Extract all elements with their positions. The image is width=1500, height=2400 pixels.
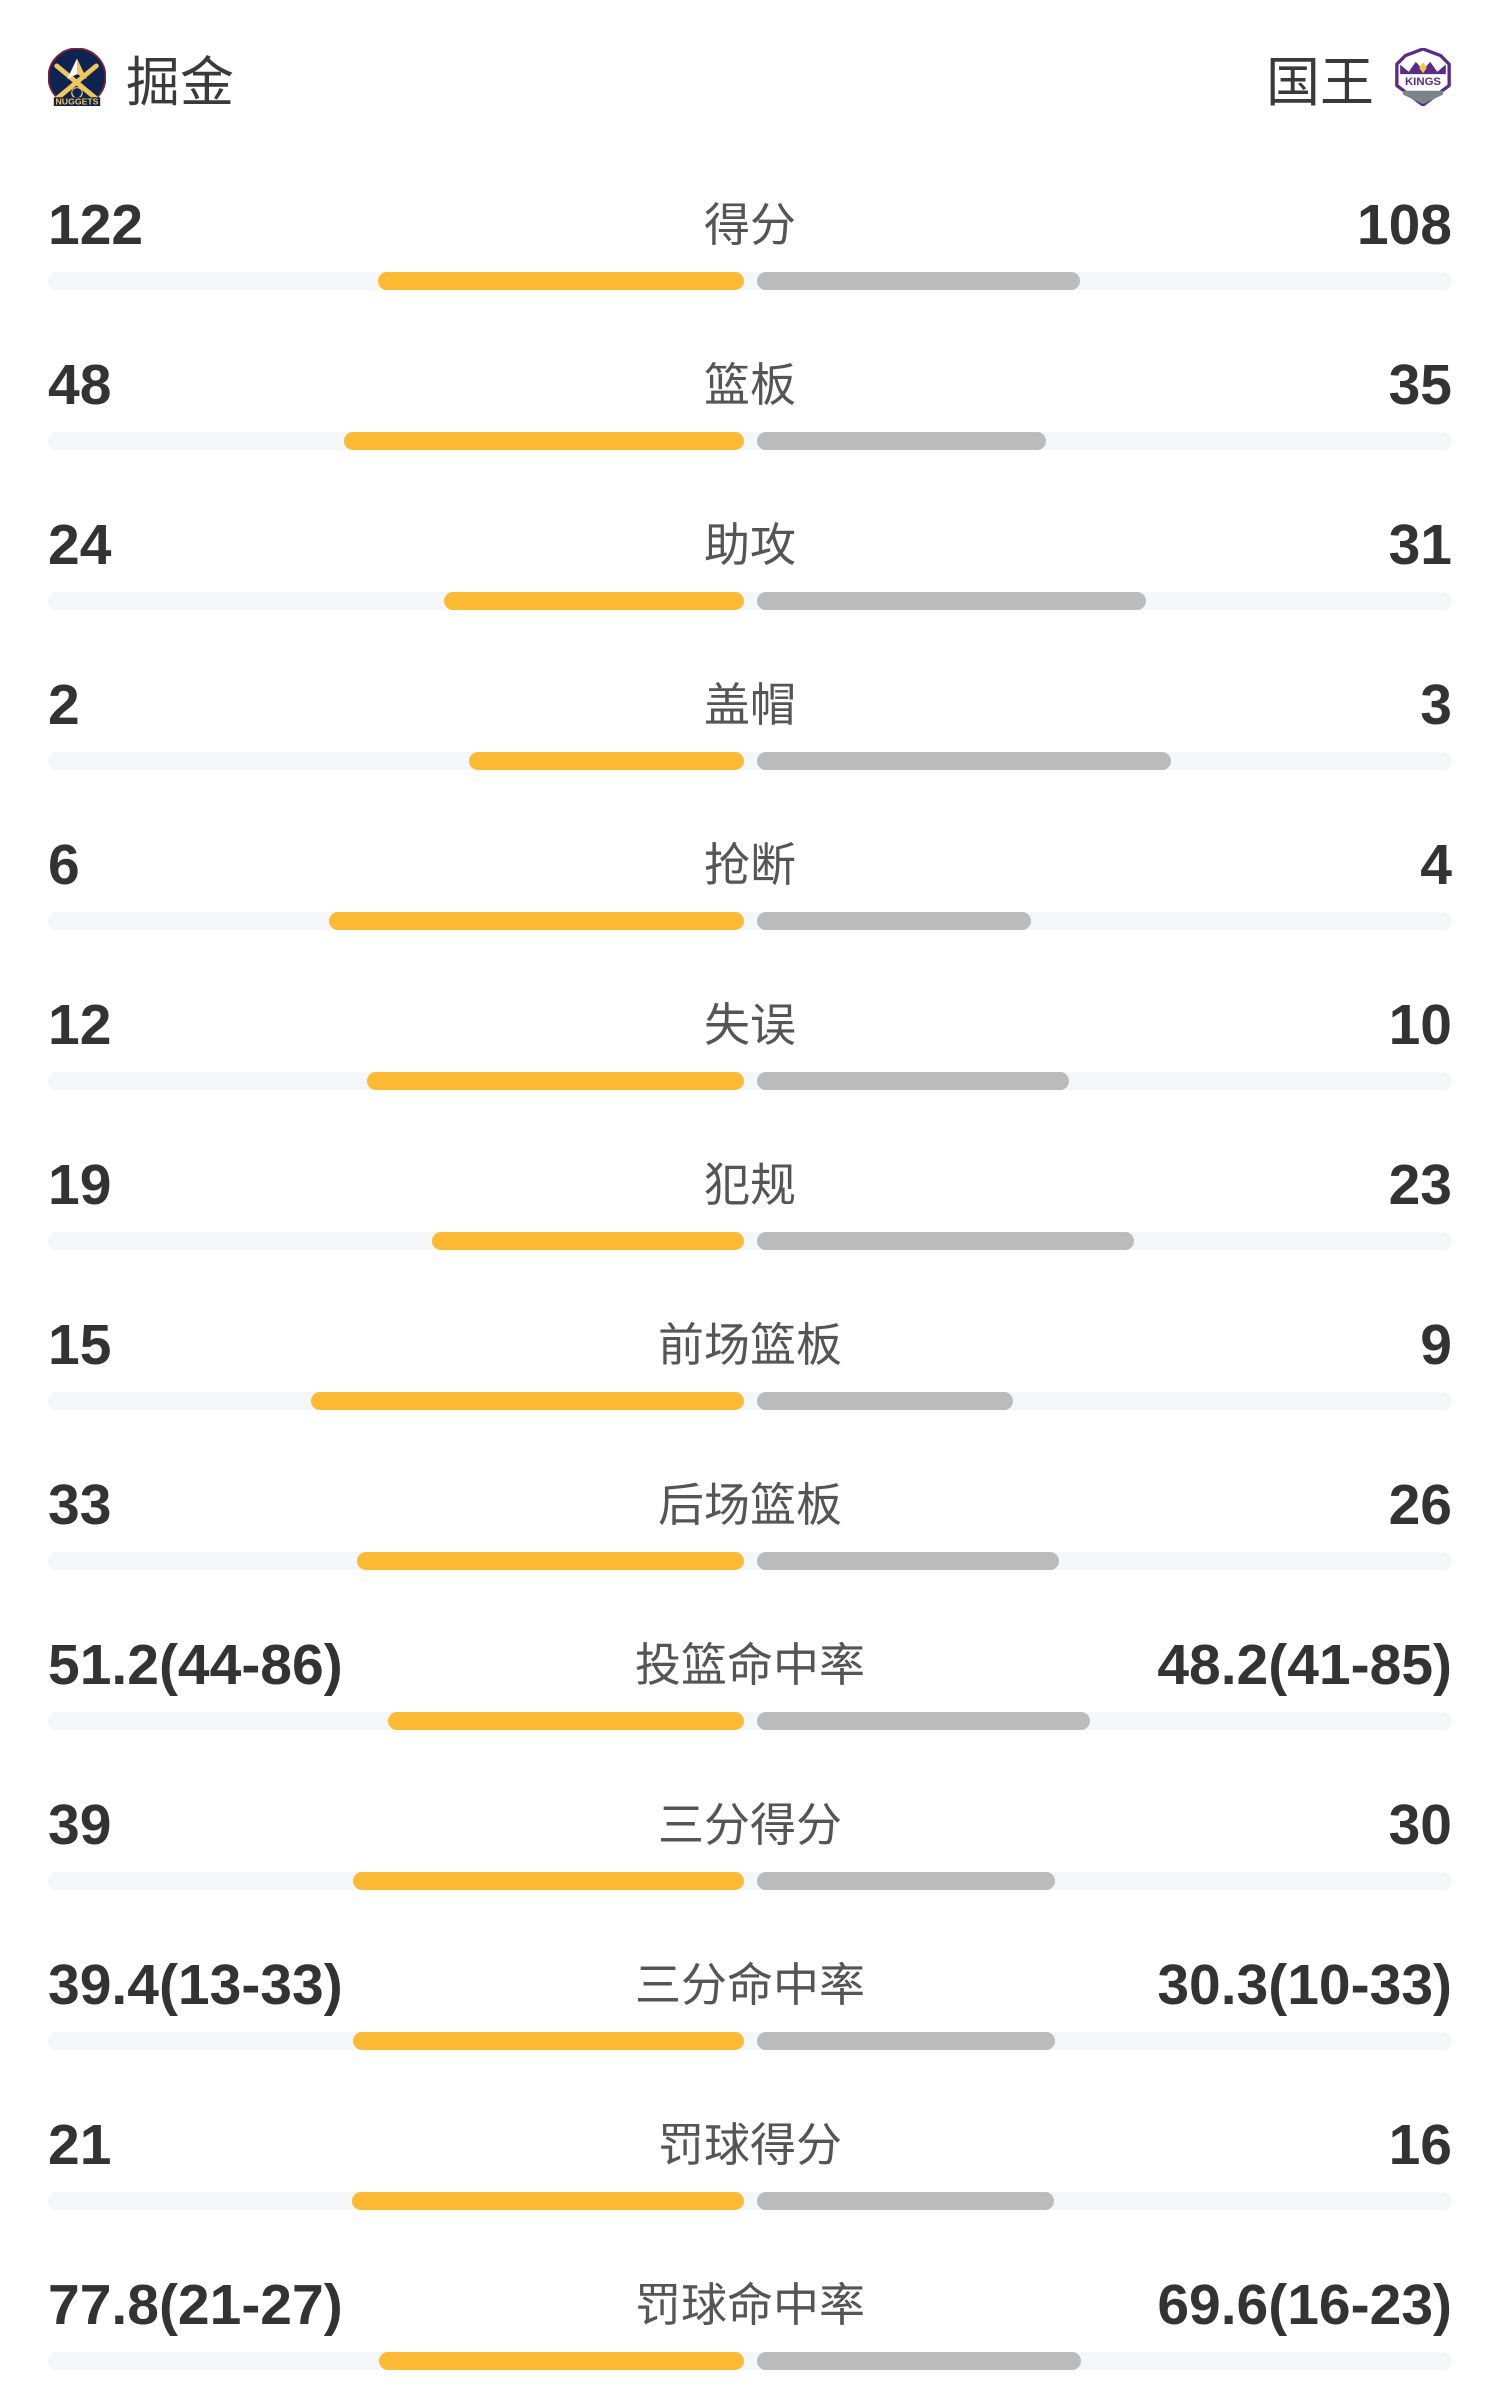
svg-text:NUGGETS: NUGGETS: [56, 97, 99, 106]
svg-text:KINGS: KINGS: [1405, 76, 1441, 88]
